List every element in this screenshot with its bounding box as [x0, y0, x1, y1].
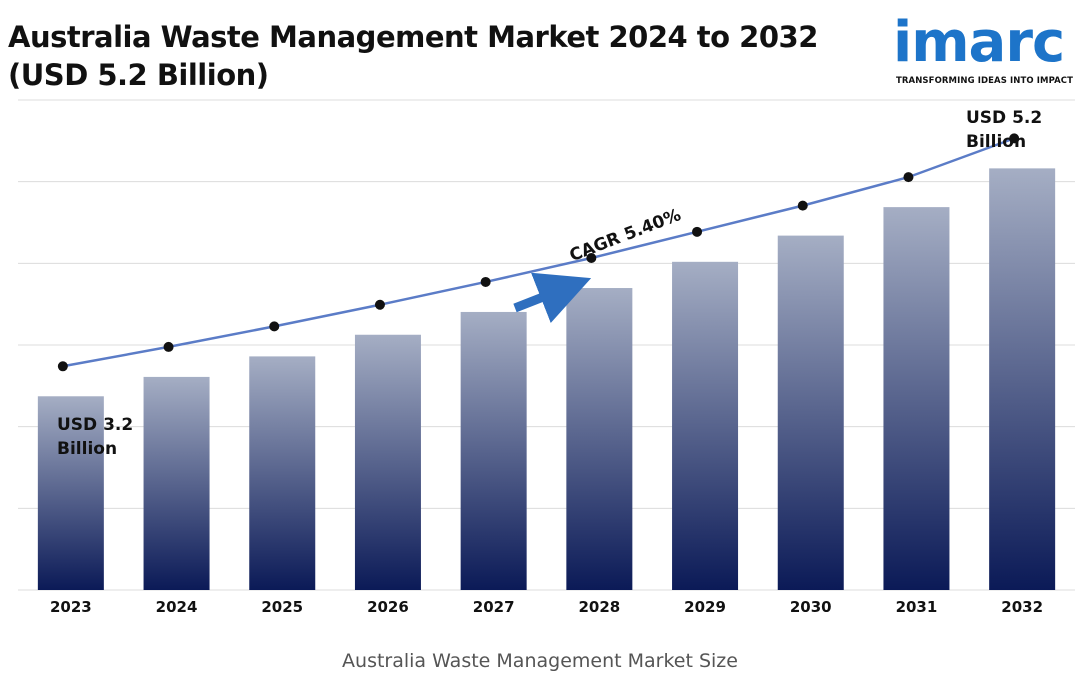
- trend-point-2023: [57, 361, 68, 372]
- x-tick-labels: 2023 2024 2025 2026 2027 2028 2029 2030 2031 2032: [50, 598, 1043, 616]
- chart-title: Australia Waste Management Market 2024 t…: [8, 18, 818, 94]
- bar-2024: [143, 376, 210, 590]
- bar-2028: [566, 288, 633, 590]
- trend-point-2028: [586, 253, 597, 264]
- x-tick-2027: 2027: [473, 598, 515, 616]
- trend-point-2029: [692, 226, 703, 237]
- start-value-line-2: Billion: [57, 439, 118, 459]
- x-tick-2024: 2024: [156, 598, 198, 616]
- x-tick-2026: 2026: [367, 598, 409, 616]
- x-tick-2032: 2032: [1001, 598, 1043, 616]
- x-tick-2031: 2031: [896, 598, 938, 616]
- start-value-annotation: USD 3.2 Billion: [57, 413, 133, 461]
- trend-line: [57, 133, 1020, 372]
- x-tick-2030: 2030: [790, 598, 832, 616]
- bar-2032: [989, 168, 1056, 591]
- bar-2023: [37, 396, 104, 590]
- x-tick-2025: 2025: [261, 598, 303, 616]
- cagr-arrow: [513, 272, 592, 323]
- chart-title-line-1: Australia Waste Management Market 2024 t…: [8, 20, 818, 54]
- bar-2025: [249, 356, 316, 590]
- trend-point-2026: [374, 299, 385, 310]
- bar-2031: [883, 207, 950, 590]
- bar-2030: [777, 235, 844, 590]
- trend-point-2032: [1009, 133, 1020, 144]
- start-value-line-1: USD 3.2: [57, 415, 134, 435]
- end-value-line-1: USD 5.2: [966, 108, 1043, 128]
- trend-point-2025: [269, 321, 280, 332]
- chart-title-line-2: (USD 5.2 Billion): [8, 58, 269, 92]
- trend-point-2027: [480, 276, 491, 287]
- bars: [37, 168, 1056, 591]
- x-tick-2023: 2023: [50, 598, 92, 616]
- imarc-logo: imarc TRANSFORMING IDEAS INTO IMPACT: [893, 10, 1078, 92]
- logo-tagline: TRANSFORMING IDEAS INTO IMPACT: [896, 76, 1074, 86]
- end-value-annotation: USD 5.2 Billion: [966, 106, 1042, 154]
- end-value-line-2: Billion: [966, 132, 1027, 152]
- x-tick-2029: 2029: [684, 598, 726, 616]
- trend-point-2030: [797, 200, 808, 211]
- trend-point-2031: [903, 172, 914, 183]
- logo-wordmark: imarc: [893, 10, 1065, 75]
- trend-point-2024: [163, 341, 174, 352]
- bar-2029: [672, 261, 739, 590]
- bar-2026: [354, 334, 421, 590]
- bar-2027: [460, 311, 527, 590]
- chart-caption: Australia Waste Management Market Size: [342, 650, 738, 672]
- trend-polyline: [62, 137, 1015, 368]
- x-tick-2028: 2028: [578, 598, 620, 616]
